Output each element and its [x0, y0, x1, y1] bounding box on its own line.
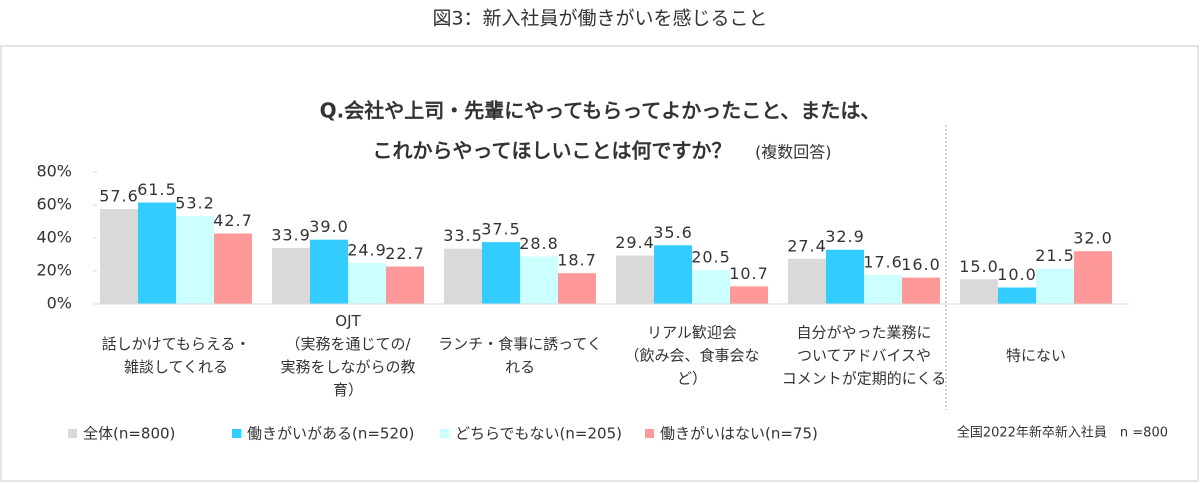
x-tick-label: OJT: [335, 312, 361, 330]
value-label: 33.9: [271, 226, 311, 245]
y-tick-label: 20%: [36, 261, 72, 280]
bar: [960, 279, 998, 304]
bar: [864, 274, 902, 304]
bar: [788, 258, 826, 304]
x-tick-label: コメントが定期的にくる: [782, 370, 946, 388]
x-tick-label: ついてアドバイスや: [797, 347, 931, 365]
bar: [730, 286, 768, 304]
legend-swatch: [440, 429, 449, 438]
note: 全国2022年新卒新入社員 n =800: [957, 425, 1168, 441]
chart-title: Q.会社や上司・先輩にやってもらってよかったこと、または、: [320, 99, 881, 123]
legend-swatch: [232, 429, 241, 438]
legend-swatch: [645, 429, 654, 438]
value-label: 18.7: [557, 251, 597, 270]
x-tick-label: 雑談してくれる: [124, 358, 228, 376]
value-label: 29.4: [615, 233, 655, 252]
value-label: 10.0: [997, 265, 1037, 284]
value-label: 32.0: [1073, 229, 1113, 248]
y-tick-label: 60%: [36, 195, 72, 214]
bar: [214, 233, 252, 304]
bar: [482, 242, 520, 304]
y-tick-label: 80%: [36, 162, 72, 181]
bar: [654, 245, 692, 304]
x-tick-label: 自分がやった業務に: [796, 324, 931, 342]
y-tick-label: 0%: [47, 294, 72, 313]
value-label: 16.0: [901, 255, 941, 274]
bar: [1036, 268, 1074, 304]
value-label: 17.6: [863, 252, 903, 271]
bar: [558, 273, 596, 304]
legend-label: 全体(n=800): [83, 425, 175, 443]
bar: [138, 202, 176, 304]
legend-swatch: [68, 429, 77, 438]
value-label: 39.0: [309, 217, 349, 236]
bar: [902, 277, 940, 304]
bar: [998, 287, 1036, 304]
bar: [826, 249, 864, 304]
x-tick-label: （実務を通じての/: [285, 335, 411, 353]
legend-label: 働きがいはない(n=75): [660, 425, 818, 443]
bar: [310, 239, 348, 304]
x-tick-label: 育）: [333, 381, 363, 399]
bar: [348, 262, 386, 304]
x-tick-label: （飲み会、食事会な: [624, 347, 759, 365]
value-label: 27.4: [787, 236, 827, 255]
value-label: 57.6: [99, 186, 139, 205]
value-label: 35.6: [653, 223, 693, 242]
value-label: 61.5: [137, 180, 177, 199]
bar: [520, 256, 558, 304]
value-label: 15.0: [959, 257, 999, 276]
value-label: 21.5: [1035, 246, 1075, 265]
value-label: 24.9: [347, 240, 387, 259]
x-tick-label: ど）: [677, 370, 707, 388]
value-label: 37.5: [481, 220, 521, 239]
x-tick-label: ランチ・食事に誘ってく: [438, 335, 602, 353]
value-label: 53.2: [175, 194, 215, 213]
bar: [100, 208, 138, 304]
value-label: 32.9: [825, 227, 865, 246]
x-tick-label: 話しかけてもらえる・: [102, 335, 251, 353]
value-label: 28.8: [519, 234, 559, 253]
legend-label: どちらでもない(n=205): [455, 425, 622, 443]
chart-title: これからやってほしいことは何ですか？: [373, 139, 732, 163]
bar: [444, 248, 482, 304]
bar: [692, 270, 730, 304]
bar: [272, 248, 310, 304]
subtitle: (複数回答): [755, 143, 832, 162]
bar: [386, 266, 424, 304]
value-label: 42.7: [213, 211, 253, 230]
value-label: 20.5: [691, 248, 731, 267]
x-tick-label: リアル歓迎会: [647, 324, 737, 342]
value-label: 33.5: [443, 226, 483, 245]
value-label: 22.7: [385, 244, 425, 263]
legend-label: 働きがいがある(n=520): [247, 425, 414, 443]
y-tick-label: 40%: [36, 228, 72, 247]
x-tick-label: 特にない: [1006, 347, 1066, 365]
bar: [616, 255, 654, 304]
bar: [176, 216, 214, 304]
header: 図3：新入社員が働きがいを感じること: [432, 8, 767, 30]
x-tick-label: 実務をしながらの教: [280, 358, 415, 376]
bar: [1074, 251, 1112, 304]
value-label: 10.7: [729, 264, 769, 283]
x-tick-label: れる: [505, 358, 535, 376]
